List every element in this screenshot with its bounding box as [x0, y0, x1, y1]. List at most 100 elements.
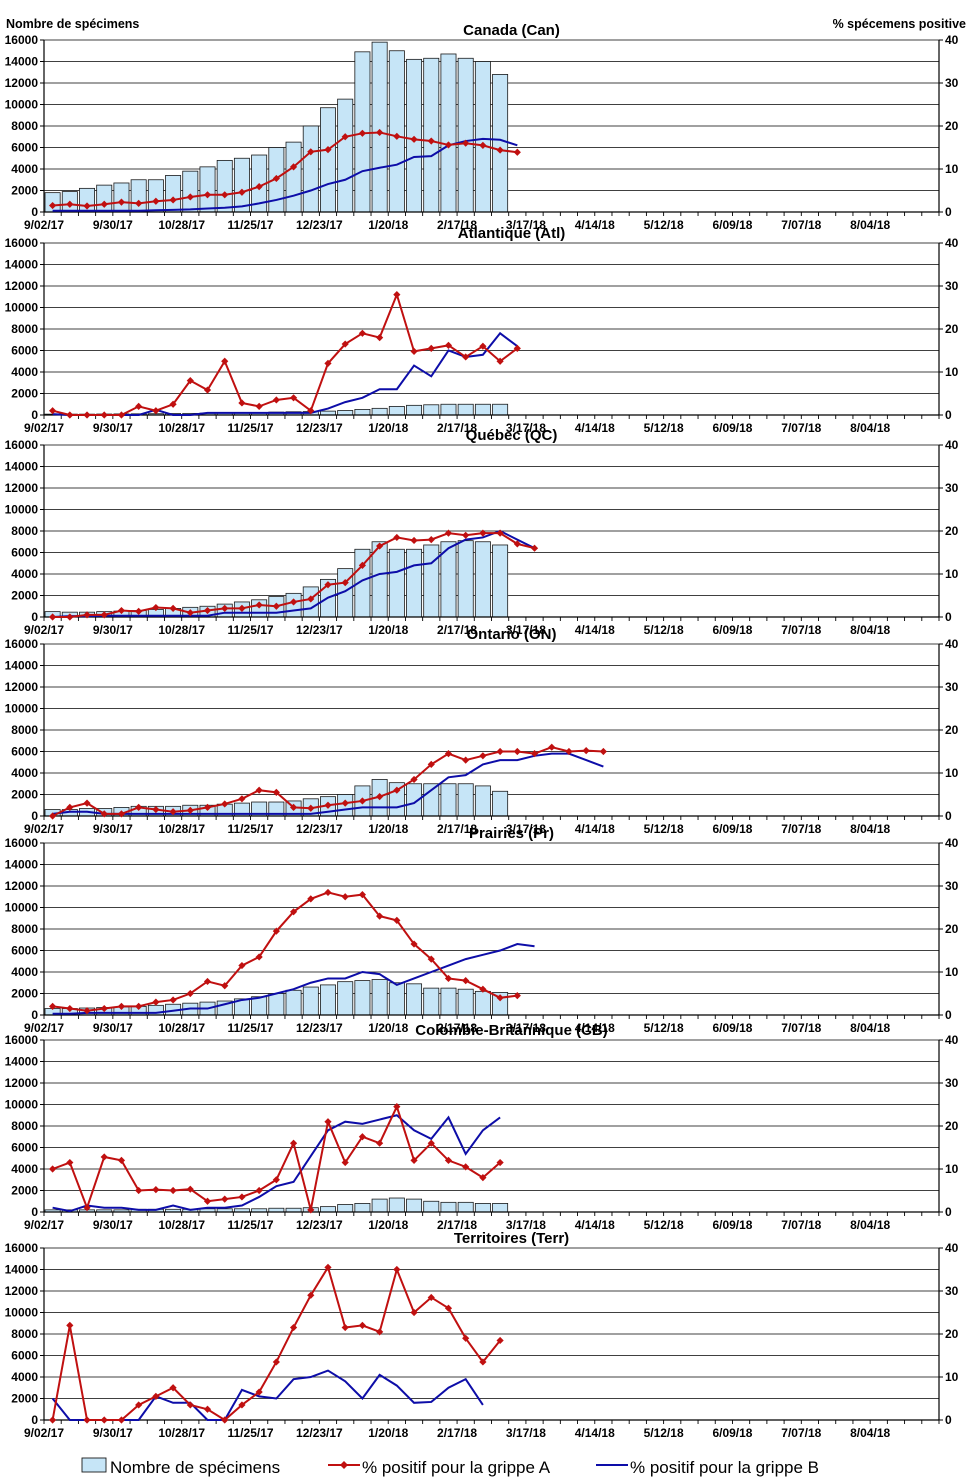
flu-a-point [410, 347, 418, 355]
flu-a-point [83, 799, 91, 807]
x-tick-label: 6/09/18 [712, 218, 752, 232]
x-tick-label: 10/28/17 [158, 218, 205, 232]
chart-panel-6: 0 2000 4000 6000 8000 10000 12000 14000 16000 0 10… [5, 1022, 959, 1232]
specimen-bar [474, 785, 491, 817]
flu-a-point [135, 1186, 143, 1195]
y-left-tick-label: 0 [31, 408, 38, 422]
flu-a-point [272, 1358, 280, 1366]
flu-a-point [410, 135, 418, 143]
flu-a-point [496, 529, 504, 537]
x-tick-label: 5/12/18 [644, 421, 684, 435]
flu-a-point [599, 747, 607, 756]
flu-a-point [83, 1416, 91, 1424]
flu-a-point [462, 139, 470, 147]
y-left-tick-label: 6000 [11, 1349, 38, 1363]
flu-a-point [376, 1139, 384, 1147]
y-left-tick-label: 0 [31, 610, 38, 624]
flu-b-line [52, 529, 535, 618]
flu-a-point [203, 191, 212, 199]
x-tick-label: 7/07/18 [781, 1426, 821, 1440]
y-right-tick-label: 0 [945, 610, 952, 624]
specimen-bar [302, 125, 319, 213]
specimen-bar [147, 179, 164, 213]
flu-a-point [341, 1323, 349, 1332]
x-tick-label: 9/02/17 [24, 1218, 64, 1232]
y-right-tick-label: 20 [945, 1119, 959, 1133]
specimen-bar [320, 1206, 336, 1213]
y-left-tick-label: 14000 [5, 1055, 39, 1069]
y-right-tick-label: 10 [945, 1370, 959, 1384]
flu-a-point [49, 1002, 57, 1010]
flu-a-point [410, 775, 418, 784]
flu-a-point [135, 607, 143, 616]
y-left-tick-label: 2000 [11, 1184, 38, 1198]
specimen-bar [474, 403, 491, 416]
chart-title: Québec (QC) [466, 427, 558, 444]
y-left-tick-label: 16000 [5, 236, 39, 250]
flu-a-point [272, 396, 280, 404]
y-left-tick-label: 4000 [11, 965, 38, 979]
y-left-tick-label: 0 [31, 809, 38, 823]
flu-a-point [221, 1195, 229, 1203]
y-left-tick-label: 8000 [11, 922, 38, 936]
flu-a-point [376, 912, 384, 920]
flu-a-point [289, 1139, 298, 1147]
x-tick-label: 4/14/18 [575, 421, 615, 435]
specimen-bar [423, 57, 440, 213]
flu-a-point [582, 747, 590, 755]
x-tick-label: 12/23/17 [296, 1426, 343, 1440]
flu-a-point [221, 1416, 229, 1424]
x-tick-label: 5/12/18 [644, 822, 684, 836]
x-tick-label: 1/20/18 [368, 623, 408, 637]
x-tick-label: 2/17/18 [437, 1021, 477, 1035]
y-left-tick-label: 10000 [5, 702, 39, 716]
flu-a-point [462, 353, 470, 361]
x-tick-label: 10/28/17 [158, 623, 205, 637]
y-left-tick-label: 8000 [11, 322, 38, 336]
y-left-tick-label: 16000 [5, 438, 39, 452]
flu-a-point [427, 760, 435, 768]
y-left-tick-label: 4000 [11, 1162, 38, 1176]
y-left-tick-label: 6000 [11, 944, 38, 958]
flu-a-point [341, 133, 349, 141]
flu-a-point [324, 359, 332, 367]
specimen-bar [371, 1198, 388, 1213]
specimen-bar [320, 107, 336, 213]
flu-a-point [169, 996, 177, 1004]
chart-panel-4: 0 2000 4000 6000 8000 10000 12000 14000 16000 0 10… [5, 626, 959, 836]
x-tick-label: 12/23/17 [296, 218, 343, 232]
flu-a-point [393, 291, 401, 299]
y-left-tick-label: 16000 [5, 836, 39, 850]
flu-a-point [272, 602, 280, 610]
y-right-tick-label: 30 [945, 481, 959, 495]
x-tick-label: 4/14/18 [575, 822, 615, 836]
flu-a-point [100, 200, 108, 208]
flu-a-point [169, 196, 177, 204]
x-tick-label: 12/23/17 [296, 1021, 343, 1035]
x-tick-label: 3/17/18 [506, 1218, 546, 1232]
specimen-bar [388, 548, 405, 618]
specimen-bar [182, 170, 199, 213]
y-right-tick-label: 30 [945, 680, 959, 694]
x-tick-label: 1/20/18 [368, 1021, 408, 1035]
y-right-tick-label: 40 [945, 438, 959, 452]
y-left-tick-label: 14000 [5, 1263, 39, 1277]
y-left-tick-label: 10000 [5, 1098, 39, 1112]
specimen-bar [492, 544, 509, 618]
y-right-tick-label: 0 [945, 1205, 952, 1219]
x-tick-label: 1/20/18 [368, 822, 408, 836]
y-right-tick-label: 0 [945, 1008, 952, 1022]
flu-a-point [427, 1139, 435, 1147]
flu-a-point [444, 141, 453, 149]
flu-a-point [66, 411, 74, 419]
y-left-tick-label: 6000 [11, 546, 38, 560]
flu-a-point [358, 129, 367, 137]
y-left-tick-label: 8000 [11, 1327, 38, 1341]
specimen-bar [474, 1203, 491, 1213]
flu-a-point [203, 386, 212, 394]
y-left-tick-label: 10000 [5, 98, 39, 112]
flu-a-point [289, 803, 298, 811]
x-tick-label: 12/23/17 [296, 421, 343, 435]
specimen-bar [268, 993, 285, 1016]
y-left-tick-label: 4000 [11, 766, 38, 780]
